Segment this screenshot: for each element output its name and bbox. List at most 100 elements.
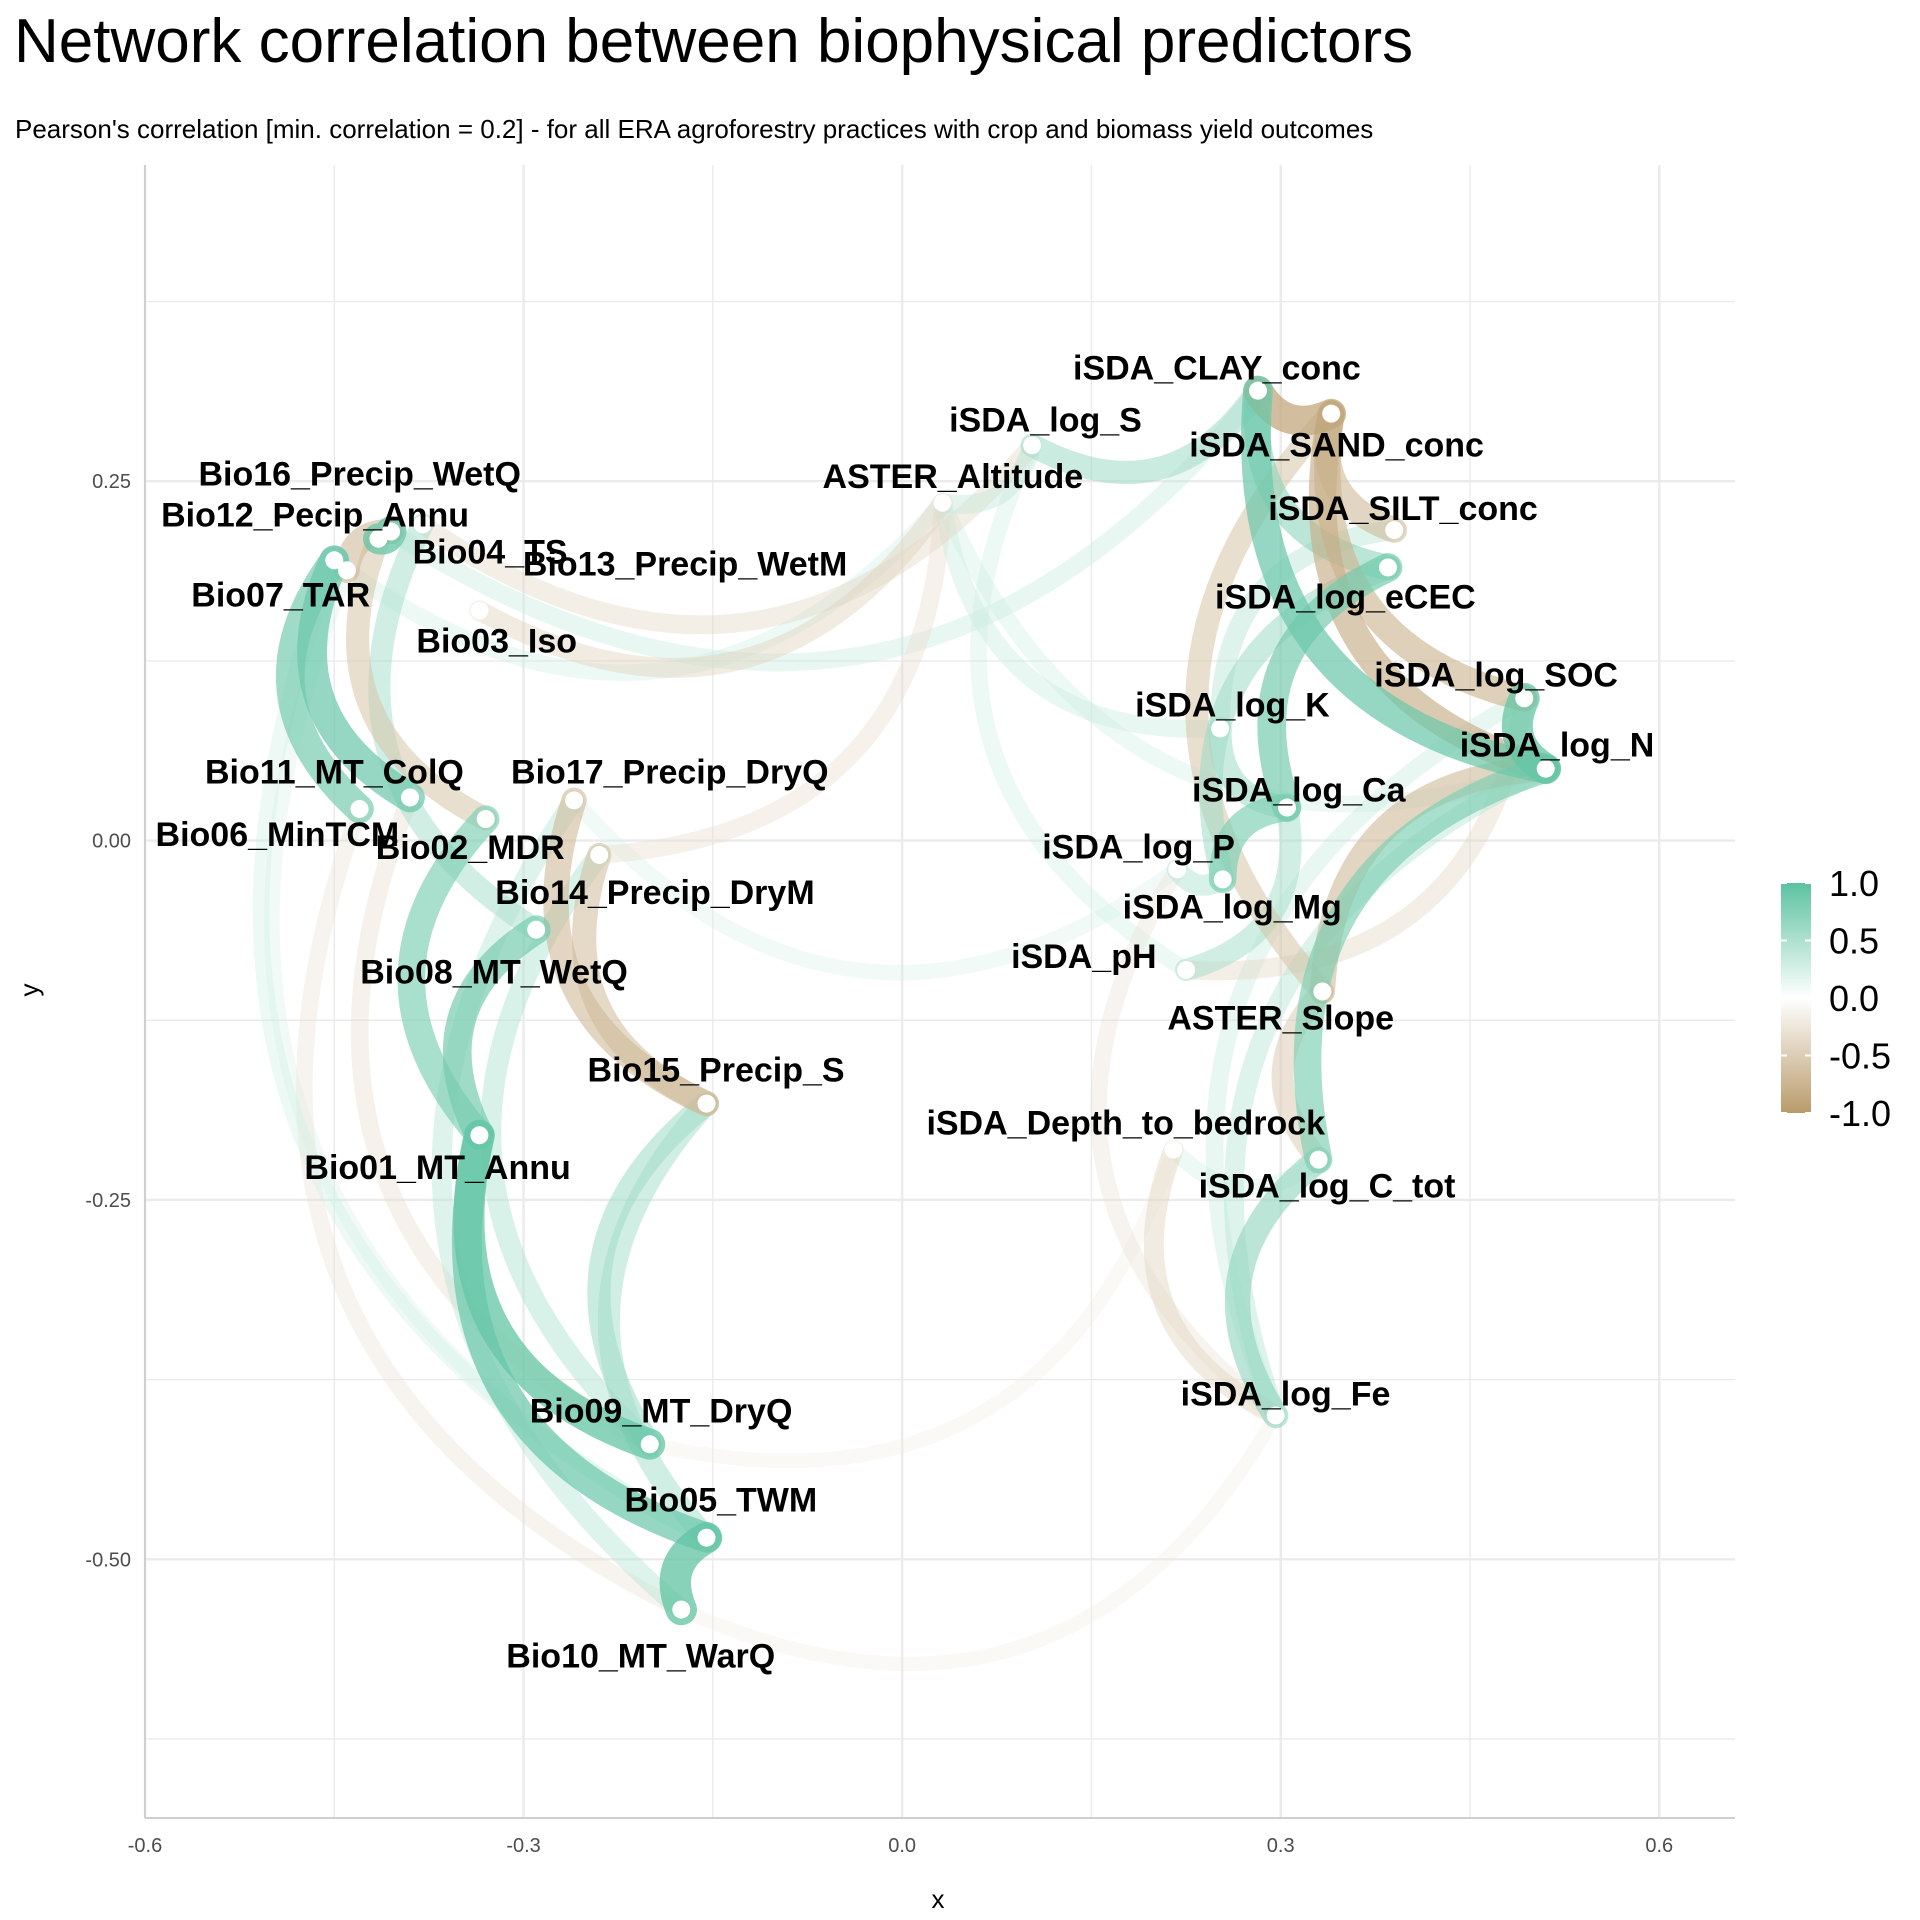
node-iSDA_log_eCEC <box>1378 558 1397 577</box>
edge-Bio14_Precip_DryM-Bio09_MT_DryQ <box>480 844 661 1455</box>
node-iSDA_log_SOC <box>1515 689 1534 708</box>
y-tick-label: -0.50 <box>85 1549 131 1571</box>
node-label-iSDA_log_Fe: iSDA_log_Fe <box>1181 1376 1391 1414</box>
node-Bio03_Iso <box>470 601 489 620</box>
edge-Bio17_Precip_DryQ-iSDA_log_P <box>566 792 1185 981</box>
legend-tick-label: 1.0 <box>1829 863 1879 904</box>
edge-Bio09_MT_DryQ-iSDA_Depth_to_bedrock <box>642 1142 1181 1468</box>
x-axis-title: x <box>932 1884 945 1914</box>
node-label-Bio10_MT_WarQ: Bio10_MT_WarQ <box>506 1638 775 1676</box>
node-label-iSDA_log_Ca: iSDA_log_Ca <box>1192 772 1407 810</box>
legend: 1.0 0.5 0.0 -0.5 -1.0 <box>1781 863 1891 1134</box>
node-Bio02_MDR <box>476 810 495 829</box>
node-Bio01_MT_Annu <box>470 1126 489 1145</box>
node-iSDA_SAND_conc <box>1322 404 1341 423</box>
node-label-iSDA_log_K: iSDA_log_K <box>1135 686 1330 724</box>
edge-Bio13_Precip_WetM-ASTER_Altitude <box>338 494 951 681</box>
node-label-Bio05_TWM: Bio05_TWM <box>625 1482 818 1520</box>
edge-iSDA_log_eCEC-iSDA_log_Ca <box>1257 553 1403 822</box>
node-label-Bio03_Iso: Bio03_Iso <box>416 623 577 661</box>
node-label-Bio11_MT_ColQ: Bio11_MT_ColQ <box>205 753 464 791</box>
node-iSDA_CLAY_conc <box>1249 381 1267 400</box>
edge-iSDA_CLAY_conc-iSDA_log_N <box>1241 375 1561 784</box>
edge-iSDA_log_P-iSDA_log_Fe <box>1090 861 1284 1424</box>
node-Bio09_MT_DryQ <box>640 1435 659 1454</box>
node-label-iSDA_CLAY_conc: iSDA_CLAY_conc <box>1073 350 1361 388</box>
legend-tick-label: -1.0 <box>1829 1093 1891 1134</box>
node-label-iSDA_SILT_conc: iSDA_SILT_conc <box>1268 490 1538 528</box>
node-iSDA_log_P <box>1168 860 1187 879</box>
edge-Bio03_Iso-ASTER_Altitude <box>469 492 953 678</box>
edge-iSDA_log_C_tot-iSDA_log_Fe <box>1224 1146 1332 1429</box>
node-ASTER_Altitude <box>933 493 952 512</box>
edge-Bio06_MinTCM-Bio10_MT_WarQ <box>296 800 690 1618</box>
edge-iSDA_SILT_conc-iSDA_log_K <box>1210 520 1405 739</box>
x-tick-label: 0.0 <box>888 1835 916 1857</box>
node-label-iSDA_log_P: iSDA_log_P <box>1042 828 1235 866</box>
node-label-Bio17_Precip_DryQ: Bio17_Precip_DryQ <box>511 753 829 791</box>
grid <box>143 165 1735 1818</box>
node-label-iSDA_log_N: iSDA_log_N <box>1460 727 1655 765</box>
edge-iSDA_log_S-iSDA_pH <box>970 436 1195 979</box>
node-label-iSDA_Depth_to_bedrock: iSDA_Depth_to_bedrock <box>926 1105 1325 1143</box>
edge-iSDA_log_SOC-iSDA_log_N <box>1501 682 1562 785</box>
node-Bio10_MT_WarQ <box>672 1600 691 1619</box>
node-label-iSDA_log_C_tot: iSDA_log_C_tot <box>1199 1168 1456 1206</box>
node-label-iSDA_pH: iSDA_pH <box>1011 938 1156 976</box>
node-iSDA_SILT_conc <box>1385 521 1404 540</box>
edge-Bio08_MT_WetQ-Bio01_MT_Annu <box>442 915 551 1150</box>
edge-Bio15_Precip_S-Bio09_MT_DryQ <box>587 1092 719 1456</box>
edge-iSDA_Depth_to_bedrock-iSDA_log_Fe <box>1143 1139 1286 1426</box>
node-Bio05_TWM <box>697 1528 716 1547</box>
edge-Bio04_TS-iSDA_log_S <box>413 435 1042 635</box>
node-label-Bio15_Precip_S: Bio15_Precip_S <box>588 1052 845 1090</box>
node-Bio07_TAR <box>325 551 344 570</box>
node-label-Bio09_MT_DryQ: Bio09_MT_DryQ <box>530 1392 793 1430</box>
edge-Bio16_Precip_WetQ-Bio02_MDR <box>346 527 498 831</box>
edge-ASTER_Altitude-iSDA_log_S <box>933 435 1042 514</box>
legend-tick-label: 0.0 <box>1829 978 1879 1019</box>
chart-title: Network correlation between biophysical … <box>14 7 1414 76</box>
legend-tick-label: 0.5 <box>1829 921 1879 962</box>
node-label-Bio08_MT_WetQ: Bio08_MT_WetQ <box>360 954 628 992</box>
node-Bio04_TS <box>413 515 432 534</box>
node-Bio08_MT_WetQ <box>527 920 546 939</box>
node-label-Bio13_Precip_WetM: Bio13_Precip_WetM <box>523 545 847 583</box>
edge-Bio17_Precip_DryQ-Bio10_MT_WarQ <box>431 790 692 1620</box>
legend-tick-label: -0.5 <box>1829 1036 1891 1077</box>
edge-iSDA_log_N-iSDA_log_C_tot <box>1293 754 1560 1174</box>
y-tick-label: 0.00 <box>92 831 131 853</box>
node-ASTER_Slope <box>1313 982 1332 1001</box>
node-label-Bio04_TS: Bio04_TS <box>413 533 568 571</box>
y-tick-label: -0.25 <box>85 1190 131 1212</box>
node-label-Bio01_MT_Annu: Bio01_MT_Annu <box>304 1149 570 1187</box>
edge-Bio02_MDR-Bio01_MT_Annu <box>397 805 500 1150</box>
node-label-ASTER_Slope: ASTER_Slope <box>1167 1000 1394 1038</box>
node-iSDA_log_C_tot <box>1309 1150 1328 1169</box>
x-tick-label: -0.3 <box>506 1835 540 1857</box>
node-iSDA_log_Ca <box>1278 798 1297 817</box>
edge-ASTER_Altitude-iSDA_log_K <box>933 493 1229 738</box>
x-tick-label: 0.6 <box>1645 1835 1673 1857</box>
axes: -0.6 -0.3 0.0 0.3 0.6 -0.50 -0.25 0.00 0.25 <box>85 165 1735 1857</box>
edge-Bio15_Precip_S-Bio05_TWM <box>597 1092 718 1549</box>
node-Bio11_MT_ColQ <box>401 788 419 807</box>
chart-subtitle: Pearson's correlation [min. correlation … <box>15 114 1374 144</box>
edge-iSDA_log_S-iSDA_CLAY_conc <box>1020 379 1270 485</box>
node-label-iSDA_log_SOC: iSDA_log_SOC <box>1374 656 1618 694</box>
node-label-Bio16_Precip_WetQ: Bio16_Precip_WetQ <box>198 456 521 494</box>
node-Bio12_Pecip_Annu <box>382 522 401 541</box>
edges <box>252 375 1562 1672</box>
edge-Bio05_TWM-Bio10_MT_WarQ <box>659 1522 723 1626</box>
x-tick-label: 0.3 <box>1267 1835 1295 1857</box>
node-label-ASTER_Altitude: ASTER_Altitude <box>823 458 1084 496</box>
node-labels: Bio16_Precip_WetQBio12_Pecip_AnnuBio04_T… <box>156 350 1655 1676</box>
node-label-Bio12_Pecip_Annu: Bio12_Pecip_Annu <box>161 497 469 535</box>
node-iSDA_log_Fe <box>1266 1406 1285 1425</box>
x-tick-label: -0.6 <box>128 1835 162 1857</box>
y-tick-label: 0.25 <box>92 471 131 493</box>
edge-Bio01_MT_Annu-Bio09_MT_DryQ <box>453 1119 666 1460</box>
node-label-iSDA_SAND_conc: iSDA_SAND_conc <box>1189 427 1484 465</box>
node-label-Bio14_Precip_DryM: Bio14_Precip_DryM <box>495 874 814 912</box>
